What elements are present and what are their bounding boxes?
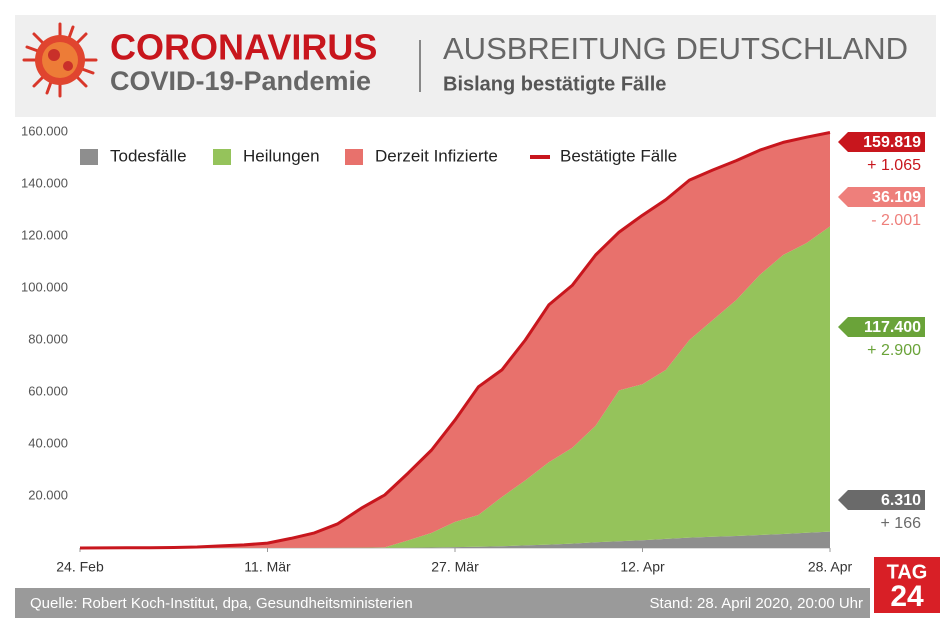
header-band [15, 15, 936, 117]
area [80, 531, 830, 548]
headline: AUSBREITUNG DEUTSCHLAND [443, 31, 908, 66]
x-tick-label: 28. Apr [808, 559, 853, 575]
source: Quelle: Robert Koch-Institut, dpa, Gesun… [30, 595, 413, 612]
legend-swatch [213, 149, 231, 165]
y-tick-label: 40.000 [28, 435, 68, 450]
end-label: 117.400 [864, 319, 921, 336]
y-tick-label: 80.000 [28, 331, 68, 346]
logo-top: TAG [887, 561, 928, 583]
x-tick-label: 27. Mär [431, 559, 479, 575]
line [79, 131, 831, 550]
y-tick-label: 60.000 [28, 383, 68, 398]
x-tick-label: 12. Apr [620, 559, 665, 575]
area [80, 226, 830, 548]
end-label: 159.819 [863, 134, 921, 151]
area [80, 132, 830, 548]
change-label: - 2.001 [871, 212, 921, 229]
x-tick-label: 24. Feb [56, 559, 104, 575]
title: CORONAVIRUS [110, 27, 377, 68]
y-tick-label: 20.000 [28, 487, 68, 502]
y-tick-label: 140.000 [21, 175, 68, 190]
legend-label: Bestätigte Fälle [560, 146, 677, 165]
y-tick-label: 100.000 [21, 279, 68, 294]
legend-label: Derzeit Infizierte [375, 146, 498, 165]
subheadline: Bislang bestätigte Fälle [443, 73, 666, 95]
legend-swatch [80, 149, 98, 165]
logo [874, 557, 940, 613]
stand-date: Stand: 28. April 2020, 20:00 Uhr [650, 595, 863, 612]
end-label: 6.310 [881, 492, 921, 509]
end-label-box [838, 490, 925, 510]
logo-bottom: 24 [890, 580, 924, 613]
end-label-box [838, 187, 925, 207]
change-label: + 166 [881, 515, 922, 532]
end-label: 36.109 [872, 189, 921, 206]
legend-label: Heilungen [243, 146, 320, 165]
change-label: + 2.900 [867, 342, 921, 359]
subtitle: COVID-19-Pandemie [110, 66, 371, 96]
end-label-box [838, 317, 925, 337]
footer-band [15, 588, 870, 618]
y-tick-label: 120.000 [21, 227, 68, 242]
x-tick-label: 11. Mär [244, 559, 291, 575]
legend-label: Todesfälle [110, 146, 187, 165]
end-label-box [838, 132, 925, 152]
virus-icon [22, 22, 98, 98]
legend-swatch [345, 149, 363, 165]
change-label: + 1.065 [867, 157, 921, 174]
y-tick-label: 160.000 [21, 123, 68, 138]
